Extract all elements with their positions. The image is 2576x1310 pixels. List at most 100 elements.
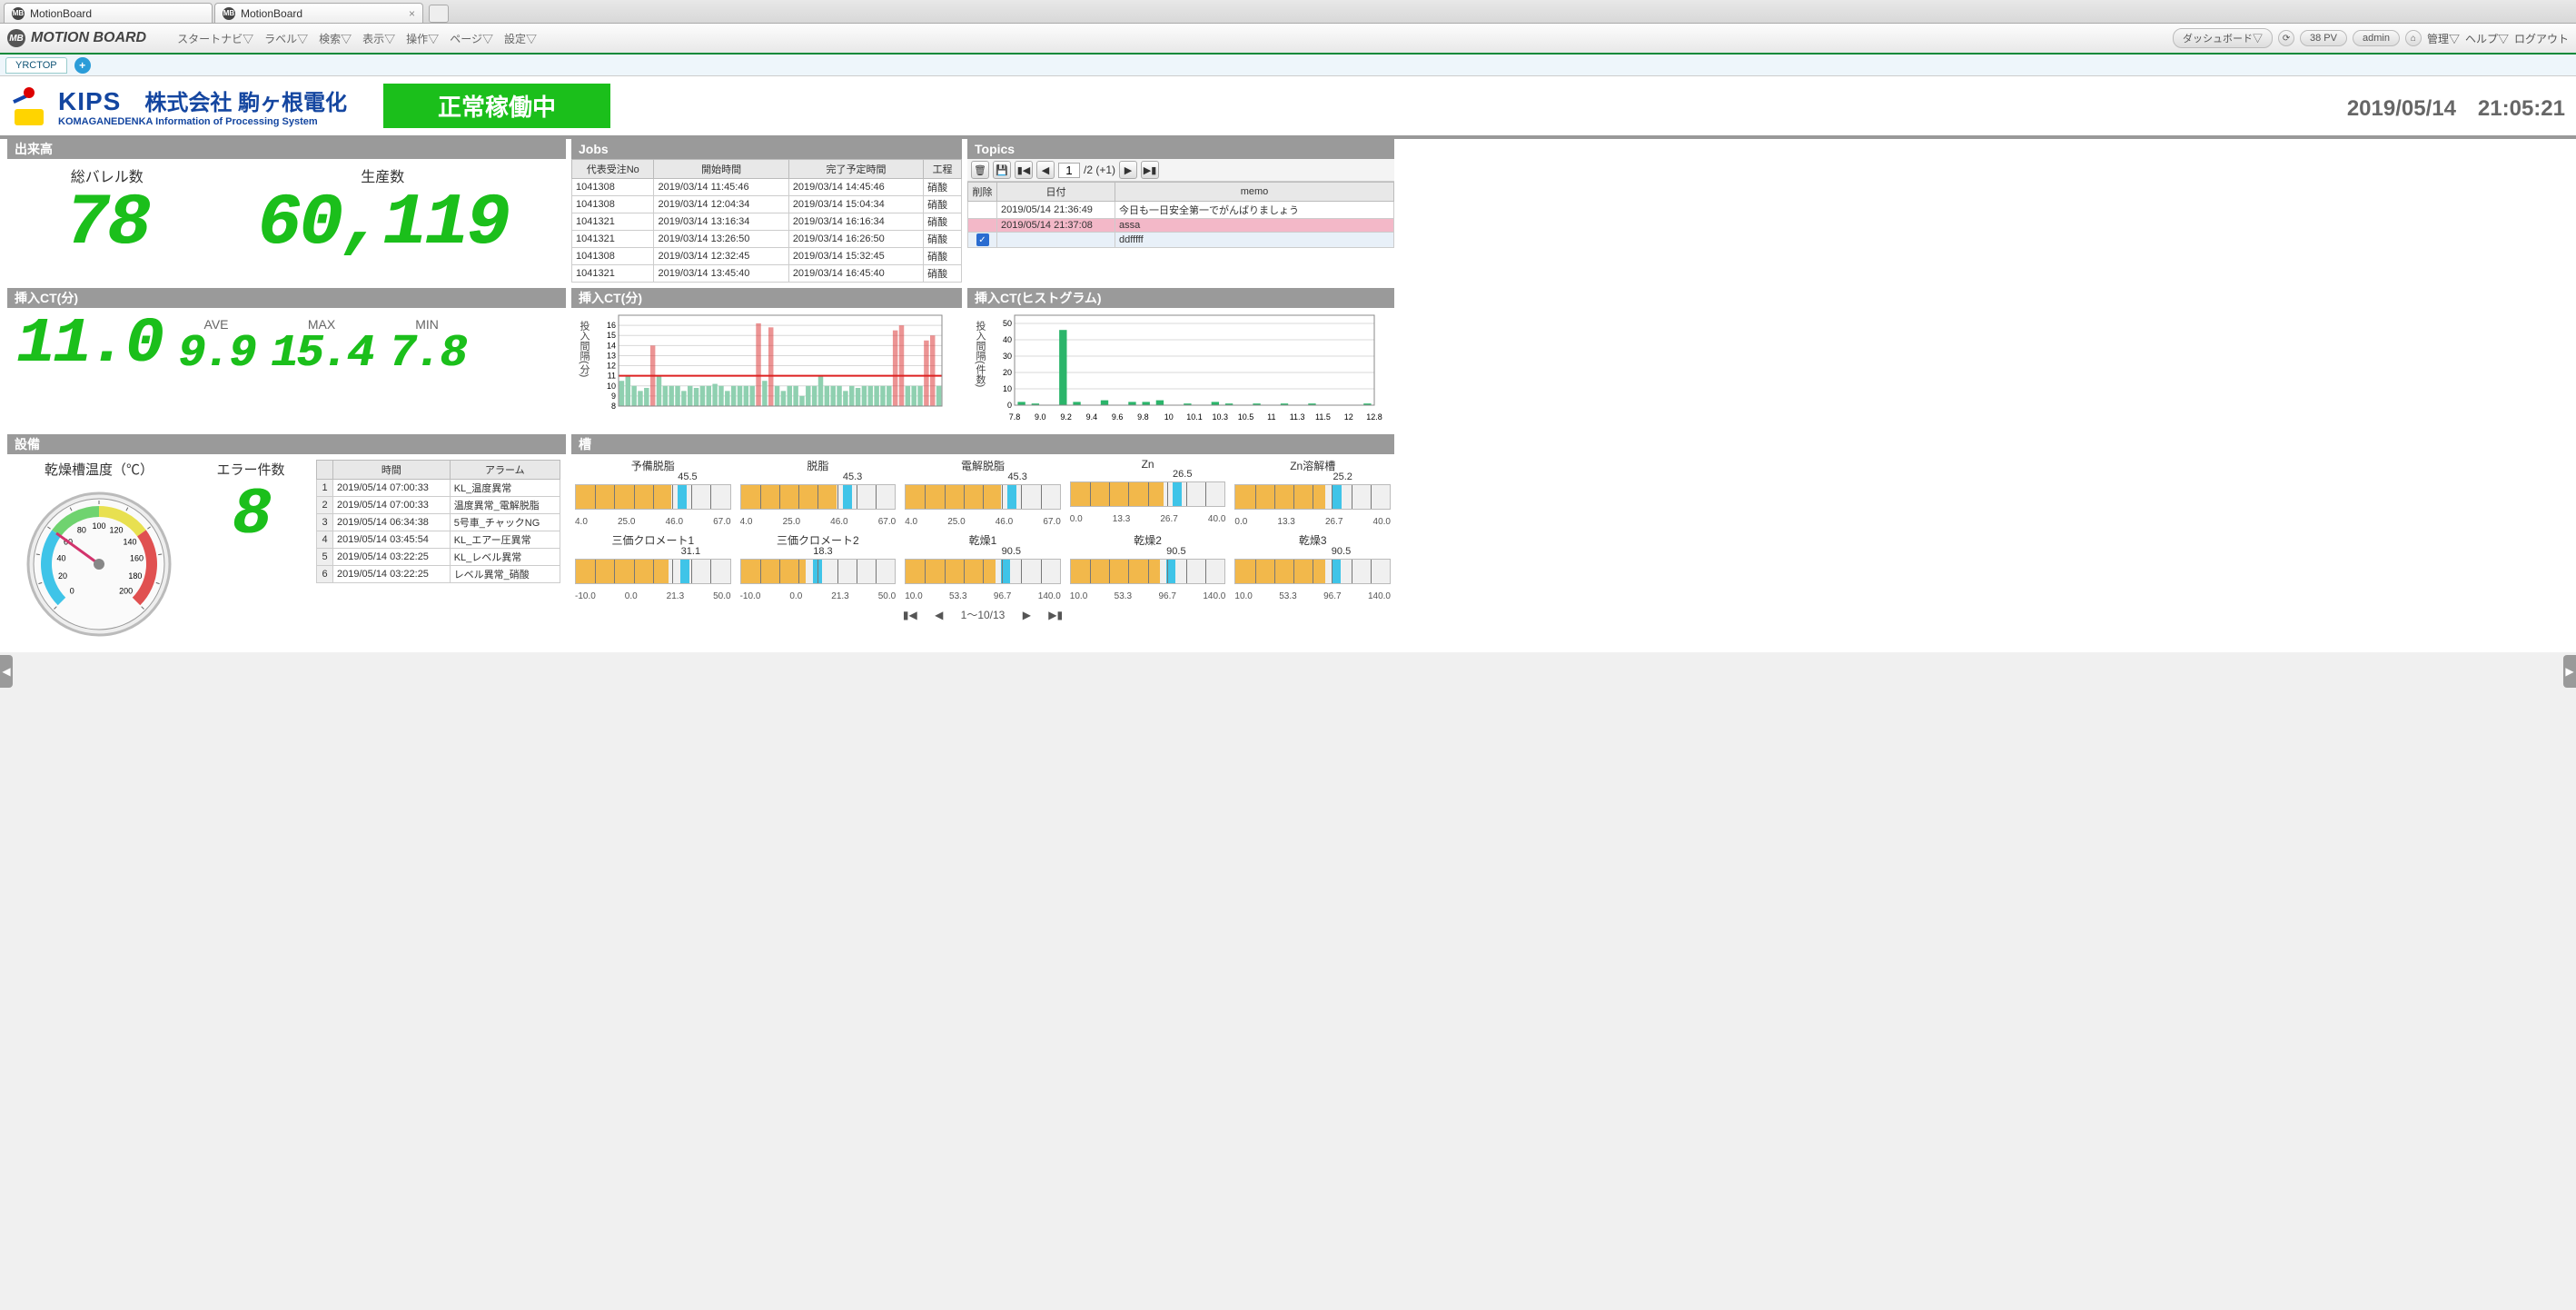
table-row[interactable]: 42019/05/14 03:45:54KL_エアー圧異常 (317, 531, 560, 549)
panel-title: 挿入CT(分) (571, 288, 962, 308)
logout-link[interactable]: ログアウト (2514, 31, 2569, 46)
svg-text:9.2: 9.2 (1060, 412, 1072, 422)
dashboard-menu[interactable]: ダッシュボード▽ (2173, 28, 2273, 48)
delete-icon[interactable]: 🗑 (971, 161, 989, 179)
table-row[interactable]: 10413212019/03/14 13:16:342019/03/14 16:… (572, 213, 962, 231)
scroll-left-button[interactable]: ◀ (0, 655, 13, 688)
ct-histogram: 010203040507.89.09.29.49.69.81010.110.31… (989, 312, 1391, 425)
svg-text:20: 20 (1003, 368, 1012, 377)
ct-chart: 8910111213141516 (593, 312, 958, 412)
refresh-icon[interactable]: ⟳ (2278, 30, 2294, 46)
svg-text:15: 15 (607, 331, 616, 340)
page-total: /2 (+1) (1084, 164, 1115, 176)
user-badge[interactable]: admin (2353, 30, 2400, 46)
tank-item: 電解脱脂 45.3 4.025.046.067.0 (905, 458, 1061, 527)
svg-text:10: 10 (1003, 384, 1012, 393)
svg-text:9.4: 9.4 (1086, 412, 1098, 422)
tank-scale: 10.053.396.7140.0 (905, 591, 1061, 601)
kips-text: KIPS (58, 87, 121, 116)
table-row[interactable]: 32019/05/14 06:34:385号車_チャックNG (317, 514, 560, 531)
panel-title: 槽 (571, 434, 1394, 454)
menu-item[interactable]: ページ▽ (446, 29, 497, 48)
table-row[interactable]: 10413082019/03/14 12:04:342019/03/14 15:… (572, 196, 962, 213)
tank-value: 26.5 (1173, 469, 1192, 480)
table-row[interactable]: 52019/05/14 03:22:25KL_レベル異常 (317, 549, 560, 566)
save-icon[interactable]: 💾 (993, 161, 1011, 179)
tank-scale: -10.00.021.350.0 (740, 591, 897, 601)
menu-item[interactable]: 操作▽ (402, 29, 442, 48)
last-page-button[interactable]: ▶▮ (1141, 161, 1159, 179)
table-row[interactable]: 10413082019/03/14 12:32:452019/03/14 15:… (572, 248, 962, 265)
tank-name: 電解脱脂 (905, 458, 1061, 473)
col-header: 時間 (333, 461, 451, 480)
table-row[interactable]: 62019/05/14 03:22:25レベル異常_硝酸 (317, 566, 560, 583)
tank-pager: ▮◀ ◀ 1～10/13 ▶ ▶▮ (575, 607, 1391, 622)
table-row[interactable]: 2019/05/14 21:36:49今日も一日安全第一でがんばりましょう (968, 202, 1394, 219)
panel-title: 設備 (7, 434, 566, 454)
col-header: 完了予定時間 (788, 160, 923, 179)
svg-text:14: 14 (607, 341, 616, 350)
manage-menu[interactable]: 管理▽ (2427, 31, 2460, 46)
browser-tab-2[interactable]: MB MotionBoard × (214, 3, 423, 23)
home-icon[interactable]: ⌂ (2405, 30, 2422, 46)
prev-page-button[interactable]: ◀ (1036, 161, 1055, 179)
scroll-right-button[interactable]: ▶ (2563, 655, 2576, 688)
table-row[interactable]: 22019/05/14 07:00:33温度異常_電解脱脂 (317, 497, 560, 514)
svg-text:9.0: 9.0 (1035, 412, 1046, 422)
tank-scale: 10.053.396.7140.0 (1234, 591, 1391, 601)
ct-chart-panel: 挿入CT(分) 投入間隔(分) 8910111213141516 (571, 288, 962, 429)
next-page-button[interactable]: ▶ (1023, 609, 1031, 621)
tank-value: 25.2 (1333, 471, 1352, 482)
svg-text:9.6: 9.6 (1112, 412, 1124, 422)
prev-page-button[interactable]: ◀ (935, 609, 943, 621)
add-board-button[interactable]: + (74, 57, 91, 74)
pager-text: 1～10/13 (961, 609, 1006, 621)
temp-label: 乾燥槽温度（℃） (13, 460, 185, 479)
menu-item[interactable]: 設定▽ (500, 29, 540, 48)
tank-value: 90.5 (1332, 546, 1351, 557)
tab-label: MotionBoard (241, 7, 302, 20)
pv-badge: 38 PV (2300, 30, 2347, 46)
menu-item[interactable]: スタートナビ▽ (173, 29, 257, 48)
tank-name: 乾燥2 (1070, 532, 1226, 548)
ct-main-value: 11.0 (16, 313, 162, 377)
tank-value: 31.1 (681, 546, 700, 557)
tank-name: Zn (1070, 458, 1226, 471)
table-row[interactable]: ✓ddfffff (968, 233, 1394, 248)
first-page-button[interactable]: ▮◀ (1015, 161, 1033, 179)
kips-logo: KIPS 株式会社 駒ヶ根電化 KOMAGANEDENKA Informatio… (11, 84, 347, 127)
table-row[interactable]: 12019/05/14 07:00:33KL_温度異常 (317, 480, 560, 497)
svg-text:10.3: 10.3 (1213, 412, 1229, 422)
ave-value: 9.9 (178, 332, 254, 377)
header-row: KIPS 株式会社 駒ヶ根電化 KOMAGANEDENKA Informatio… (0, 76, 2576, 139)
svg-text:11.5: 11.5 (1315, 412, 1331, 422)
menu-item[interactable]: ラベル▽ (261, 29, 312, 48)
tank-value: 45.3 (843, 471, 862, 482)
table-row[interactable]: 10413212019/03/14 13:26:502019/03/14 16:… (572, 231, 962, 248)
close-icon[interactable]: × (409, 7, 415, 20)
new-tab-button[interactable] (429, 5, 449, 23)
svg-text:11: 11 (1267, 412, 1275, 422)
page-input[interactable] (1058, 163, 1080, 178)
last-page-button[interactable]: ▶▮ (1048, 609, 1063, 621)
first-page-button[interactable]: ▮◀ (903, 609, 917, 621)
svg-text:160: 160 (130, 553, 144, 562)
logo-text: MOTION BOARD (31, 30, 146, 46)
panel-title: Topics (967, 139, 1394, 159)
table-row[interactable]: 10413212019/03/14 13:45:402019/03/14 16:… (572, 265, 962, 283)
help-menu[interactable]: ヘルプ▽ (2465, 31, 2509, 46)
ct-hist-ylabel: 投入間隔(件数) (971, 312, 989, 425)
menu-item[interactable]: 表示▽ (359, 29, 399, 48)
next-page-button[interactable]: ▶ (1119, 161, 1137, 179)
browser-tab-1[interactable]: MB MotionBoard (4, 3, 213, 23)
kips-icon (11, 87, 49, 125)
svg-text:180: 180 (128, 571, 142, 581)
board-tab[interactable]: YRCTOP (5, 57, 67, 74)
tank-name: 三価クロメート1 (575, 532, 731, 548)
checkbox-icon[interactable]: ✓ (976, 233, 989, 246)
menu-item[interactable]: 検索▽ (315, 29, 355, 48)
table-row[interactable]: 10413082019/03/14 11:45:462019/03/14 14:… (572, 179, 962, 196)
logo-icon: MB (7, 29, 25, 47)
table-row[interactable]: 2019/05/14 21:37:08assa (968, 219, 1394, 233)
tank-name: Zn溶解槽 (1234, 458, 1391, 473)
